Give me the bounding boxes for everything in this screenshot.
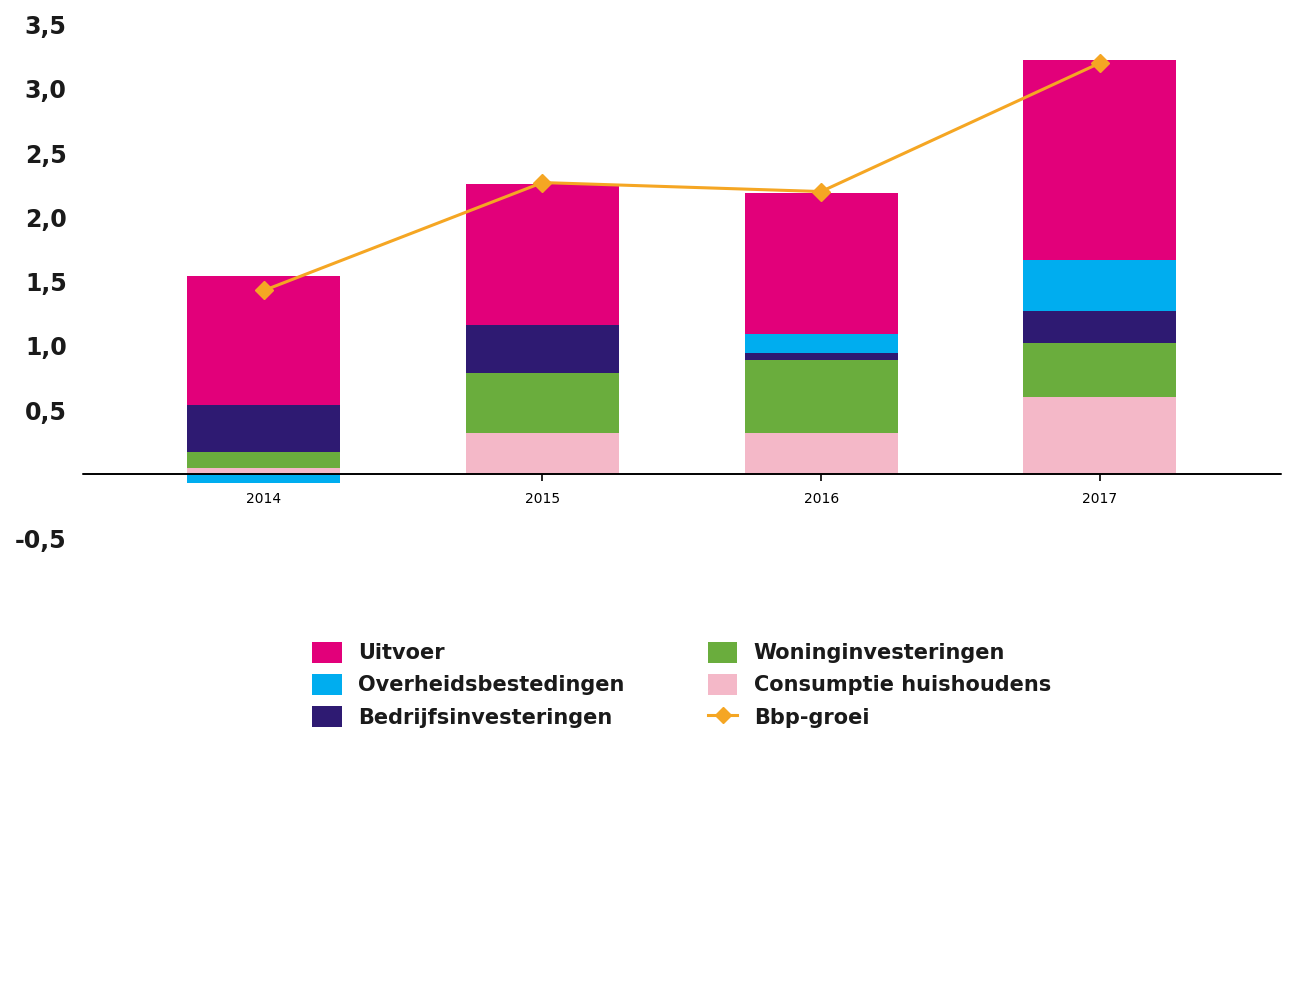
Bar [465, 325, 619, 373]
Bar [465, 184, 619, 325]
Bar [1024, 397, 1177, 475]
Bar [1024, 311, 1177, 343]
Bar [187, 276, 341, 405]
Bar [187, 405, 341, 453]
Bar [744, 360, 898, 433]
Bar [744, 433, 898, 475]
Legend: Uitvoer, Overheidsbestedingen, Bedrijfsinvesteringen, Woninginvesteringen, Consu: Uitvoer, Overheidsbestedingen, Bedrijfsi… [302, 631, 1061, 738]
Bar [187, 453, 341, 468]
Bar [465, 433, 619, 475]
Bar [1024, 343, 1177, 397]
Bar [187, 468, 341, 475]
Bar [744, 354, 898, 360]
Bar [1024, 260, 1177, 311]
Bar [187, 475, 341, 484]
Bar [744, 334, 898, 354]
Bar [744, 193, 898, 334]
Bar [465, 373, 619, 433]
Bar [1024, 60, 1177, 260]
